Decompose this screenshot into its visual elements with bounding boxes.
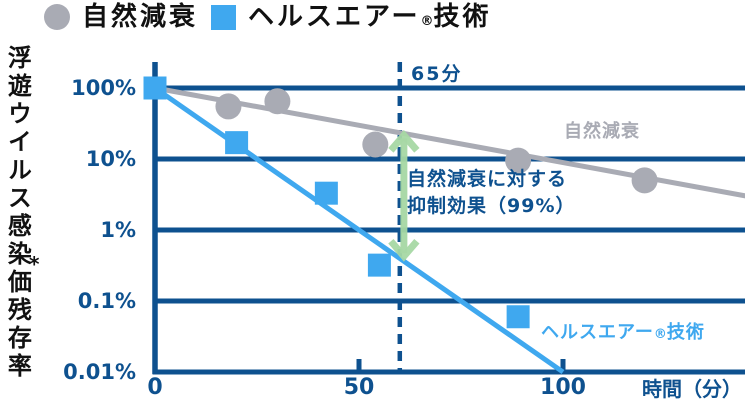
healthair-trend-line (153, 85, 565, 375)
y-tick-label-0.1%: 0.1% (77, 289, 136, 313)
registered-trademark-icon: ® (420, 14, 434, 29)
legend: 自然減衰 ヘルスエアー®技術 (44, 4, 491, 30)
y-axis-title-asterisk: * (29, 252, 40, 276)
arrow-up-head-icon (388, 129, 420, 153)
legend-item-natural-decay: 自然減衰 (44, 4, 198, 30)
suppression-annotation-line2: 抑制効果（99%） (407, 195, 576, 217)
natural-decay-data-point (362, 131, 389, 158)
y-tick-label-1%: 1% (100, 218, 136, 242)
suppression-annotation-line1: 自然減衰に対する (407, 168, 568, 190)
healthair-data-point (225, 131, 249, 155)
circle-marker-icon (44, 4, 70, 30)
y-tick-label-10%: 10% (85, 147, 136, 171)
series-label-healthair: ヘルスエアー®技術 (541, 322, 705, 343)
x-tick-label-50: 50 (343, 375, 375, 400)
healthair-data-point (143, 76, 167, 100)
legend-label-healthair: ヘルスエアー®技術 (248, 2, 492, 32)
series-label-natural-decay: 自然減衰 (564, 121, 640, 142)
healthair-data-point (314, 181, 338, 205)
y-axis-title: 浮遊ウイルス感染価残存率 (3, 45, 32, 381)
arrow-down-head-icon (388, 238, 420, 262)
suppression-annotation: 自然減衰に対する 抑制効果（99%） (407, 166, 575, 220)
natural-decay-data-point (264, 88, 291, 115)
threshold-time-label: 65分 (411, 63, 463, 85)
natural-decay-data-point (631, 167, 658, 194)
registered-trademark-icon: ® (653, 327, 667, 342)
x-tick-label-0: 0 (147, 375, 163, 400)
x-tick-label-100: 100 (540, 375, 586, 400)
natural-decay-data-point (505, 147, 532, 174)
legend-item-healthair: ヘルスエアー®技術 (211, 4, 491, 30)
y-tick-label-100%: 100% (71, 76, 136, 100)
y-tick-label-0.01%: 0.01% (63, 360, 136, 384)
x-axis-label: 時間（分） (642, 377, 742, 401)
natural-decay-data-point (215, 93, 242, 120)
square-marker-icon (211, 4, 237, 30)
legend-label-natural-decay: 自然減衰 (82, 2, 199, 32)
healthair-data-point (506, 305, 530, 329)
healthair-data-point (367, 253, 391, 277)
